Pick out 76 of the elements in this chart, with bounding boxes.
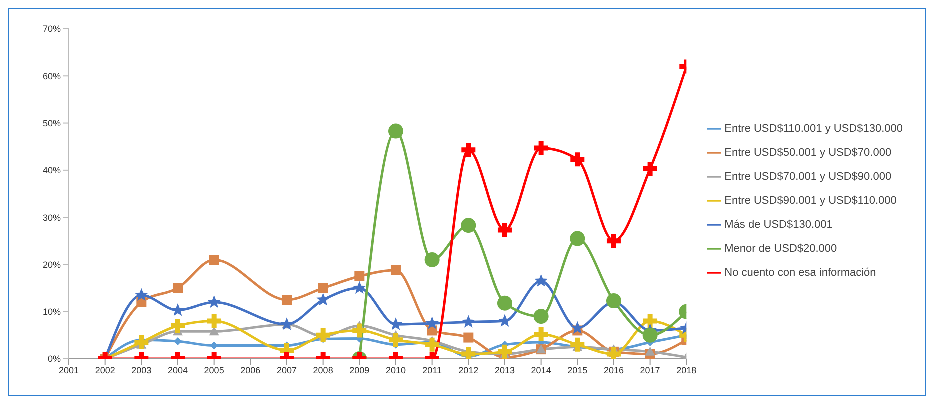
point	[316, 328, 330, 342]
x-tick-label: 2018	[676, 365, 697, 376]
y-tick-label: 30%	[42, 212, 61, 223]
point	[352, 324, 367, 338]
point	[426, 316, 439, 330]
point	[388, 333, 403, 348]
x-tick-label: 2017	[640, 365, 660, 376]
x-tick-label: 2008	[313, 365, 334, 376]
y-tick-label: 60%	[42, 71, 61, 82]
x-tick-label: 2014	[531, 365, 552, 376]
point	[497, 296, 512, 311]
point	[207, 314, 222, 328]
point	[570, 152, 585, 167]
x-tick-label: 2004	[168, 365, 188, 376]
legend-label: Menor de USD$20.000	[724, 243, 838, 255]
x-tick-label: 2005	[204, 365, 224, 376]
point	[282, 295, 292, 306]
point	[170, 319, 185, 333]
point	[209, 326, 220, 336]
y-tick-label: 70%	[42, 24, 61, 34]
point	[645, 346, 656, 356]
x-tick-label: 2015	[568, 365, 588, 376]
x-tick-label: 2016	[604, 365, 624, 376]
point	[134, 336, 149, 350]
point	[208, 295, 221, 308]
legend-label: Entre USD$90.001 y USD$110.000	[724, 195, 897, 207]
point	[464, 332, 474, 343]
y-tick-label: 40%	[42, 166, 61, 176]
legend-label: Más de USD$130.001	[724, 219, 833, 231]
point	[498, 223, 512, 238]
x-tick-label: 2013	[494, 365, 515, 376]
point	[642, 328, 658, 343]
x-tick-label: 2001	[58, 365, 80, 376]
point	[135, 288, 148, 302]
point	[534, 327, 548, 342]
x-tick-label: 2009	[350, 365, 370, 376]
point	[498, 344, 512, 359]
y-tick-label: 10%	[42, 307, 61, 318]
point	[171, 303, 185, 316]
point	[534, 141, 548, 156]
x-tick-label: 2011	[422, 365, 442, 376]
x-tick-label: 2003	[132, 365, 152, 376]
point	[318, 283, 328, 294]
x-tick-label: 2012	[458, 365, 479, 376]
point	[172, 283, 183, 294]
point	[534, 274, 548, 287]
point	[461, 218, 476, 234]
point	[316, 293, 330, 306]
y-tick-label: 0%	[48, 354, 61, 364]
point	[390, 265, 401, 276]
point	[424, 252, 440, 268]
legend-label: Entre USD$50.001 y USD$70.000	[724, 147, 892, 159]
legend-label: Entre USD$70.001 y USD$90.000	[724, 171, 892, 183]
y-tick-label: 50%	[42, 118, 61, 128]
point	[352, 281, 366, 294]
point	[570, 321, 584, 334]
point	[570, 231, 586, 246]
point	[643, 162, 658, 176]
x-tick-label: 2002	[95, 365, 116, 376]
legend-label: Entre USD$110.001 y USD$130.000	[724, 123, 903, 135]
point	[534, 309, 549, 324]
point	[462, 315, 476, 328]
point	[354, 272, 365, 282]
y-tick-label: 20%	[42, 260, 61, 270]
point	[388, 124, 404, 139]
x-tick-label: 2006	[240, 365, 261, 376]
point	[643, 314, 658, 328]
point	[462, 143, 476, 158]
point	[209, 255, 220, 265]
point	[425, 338, 440, 352]
point	[570, 338, 585, 352]
x-tick-label: 2007	[276, 365, 298, 376]
point	[606, 234, 621, 248]
point	[498, 314, 512, 327]
legend-label: No cuento con esa información	[724, 267, 876, 279]
x-tick-label: 2010	[386, 365, 406, 376]
